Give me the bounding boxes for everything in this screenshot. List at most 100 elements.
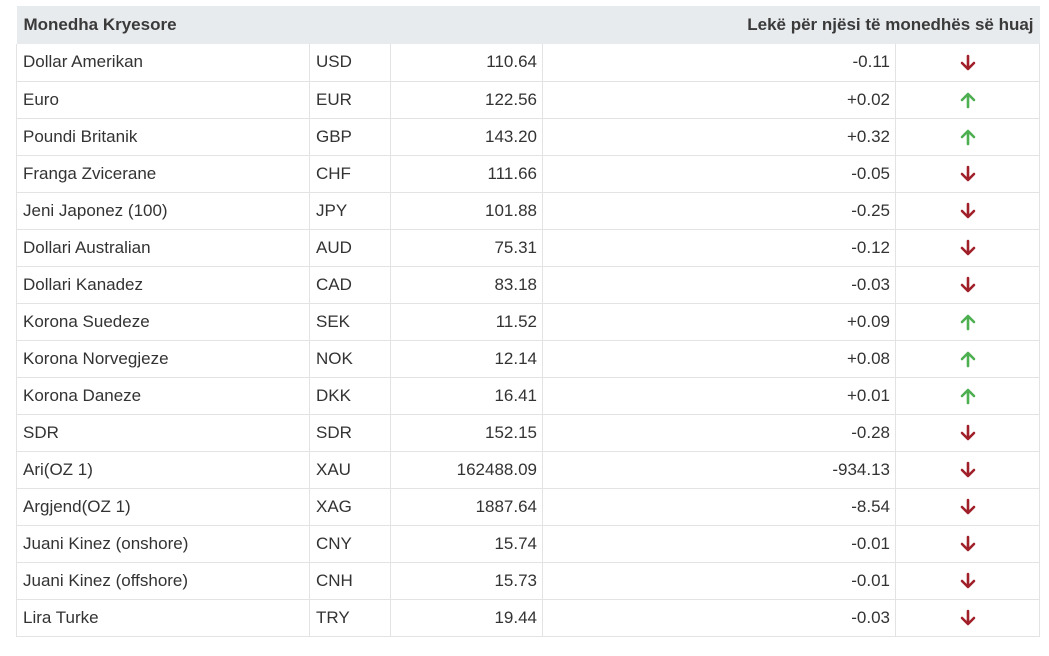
exchange-rate: 1887.64 bbox=[390, 487, 544, 526]
trend-cell bbox=[895, 376, 1041, 415]
trend-cell bbox=[895, 524, 1041, 563]
table-row: Dollari Australian AUD 75.31 -0.12 bbox=[16, 228, 1041, 267]
table-row: Juani Kinez (onshore) CNY 15.74 -0.01 bbox=[16, 524, 1041, 563]
rate-change: +0.09 bbox=[542, 302, 897, 341]
currency-code: CHF bbox=[308, 154, 392, 193]
rate-change: -0.05 bbox=[542, 154, 897, 193]
rate-change: -0.03 bbox=[542, 265, 897, 304]
currency-name: Poundi Britanik bbox=[16, 117, 310, 156]
table-row: Korona Daneze DKK 16.41 +0.01 bbox=[16, 376, 1041, 415]
table-row: Jeni Japonez (100) JPY 101.88 -0.25 bbox=[16, 191, 1041, 230]
currency-code: DKK bbox=[308, 376, 392, 415]
exchange-rate: 143.20 bbox=[390, 117, 544, 156]
currency-code: XAG bbox=[308, 487, 392, 526]
currency-name: Korona Daneze bbox=[16, 376, 310, 415]
rate-change: -0.25 bbox=[542, 191, 897, 230]
rate-change: +0.02 bbox=[542, 80, 897, 119]
trend-cell bbox=[895, 154, 1041, 193]
table-row: Poundi Britanik GBP 143.20 +0.32 bbox=[16, 117, 1041, 156]
table-row: Korona Norvegjeze NOK 12.14 +0.08 bbox=[16, 339, 1041, 378]
arrow-down-icon bbox=[960, 424, 975, 441]
table-row: Franga Zvicerane CHF 111.66 -0.05 bbox=[16, 154, 1041, 193]
table-row: Korona Suedeze SEK 11.52 +0.09 bbox=[16, 302, 1041, 341]
arrow-down-icon bbox=[960, 498, 975, 515]
currency-name: Juani Kinez (offshore) bbox=[16, 561, 310, 600]
rate-change: +0.32 bbox=[542, 117, 897, 156]
arrow-down-icon bbox=[960, 535, 975, 552]
currency-name: Korona Suedeze bbox=[16, 302, 310, 341]
exchange-rate: 16.41 bbox=[390, 376, 544, 415]
arrow-down-icon bbox=[960, 572, 975, 589]
rate-change: -0.12 bbox=[542, 228, 897, 267]
table-row: Dollari Kanadez CAD 83.18 -0.03 bbox=[16, 265, 1041, 304]
exchange-rate: 15.74 bbox=[390, 524, 544, 563]
exchange-rate: 15.73 bbox=[390, 561, 544, 600]
trend-cell bbox=[895, 450, 1041, 489]
currency-name: Lira Turke bbox=[16, 598, 310, 637]
exchange-rates-panel: Monedha Kryesore Lekë për njësi të moned… bbox=[16, 6, 1041, 637]
exchange-rate: 19.44 bbox=[390, 598, 544, 637]
currency-code: SEK bbox=[308, 302, 392, 341]
currency-name: SDR bbox=[16, 413, 310, 452]
exchange-rate: 162488.09 bbox=[390, 450, 544, 489]
arrow-down-icon bbox=[960, 165, 975, 182]
rate-change: -8.54 bbox=[542, 487, 897, 526]
trend-cell bbox=[895, 598, 1041, 637]
currency-code: USD bbox=[308, 44, 392, 82]
trend-cell bbox=[895, 302, 1041, 341]
currency-name: Franga Zvicerane bbox=[16, 154, 310, 193]
currency-name: Dollari Kanadez bbox=[16, 265, 310, 304]
currency-code: TRY bbox=[308, 598, 392, 637]
table-body: Dollar Amerikan USD 110.64 -0.11 Euro EUR 122.… bbox=[16, 44, 1041, 637]
table-header-row: Monedha Kryesore Lekë për njësi të moned… bbox=[16, 6, 1040, 44]
rate-change: -0.11 bbox=[542, 44, 897, 82]
currency-code: JPY bbox=[308, 191, 392, 230]
exchange-rate: 75.31 bbox=[390, 228, 544, 267]
table-row: Dollar Amerikan USD 110.64 -0.11 bbox=[16, 44, 1041, 82]
trend-cell bbox=[895, 44, 1041, 82]
currency-code: CNH bbox=[308, 561, 392, 600]
exchange-rate: 152.15 bbox=[390, 413, 544, 452]
trend-cell bbox=[895, 265, 1041, 304]
currency-name: Korona Norvegjeze bbox=[16, 339, 310, 378]
table-row: Ari(OZ 1) XAU 162488.09 -934.13 bbox=[16, 450, 1041, 489]
rate-change: -0.01 bbox=[542, 524, 897, 563]
arrow-up-icon bbox=[960, 351, 975, 368]
rate-change: -0.01 bbox=[542, 561, 897, 600]
trend-cell bbox=[895, 339, 1041, 378]
trend-cell bbox=[895, 191, 1041, 230]
table-subtitle: Lekë për njësi të monedhës së huaj bbox=[390, 6, 1040, 44]
exchange-rate: 122.56 bbox=[390, 80, 544, 119]
rate-change: -0.03 bbox=[542, 598, 897, 637]
currency-name: Dollari Australian bbox=[16, 228, 310, 267]
trend-cell bbox=[895, 487, 1041, 526]
trend-cell bbox=[895, 117, 1041, 156]
arrow-up-icon bbox=[960, 129, 975, 146]
trend-cell bbox=[895, 413, 1041, 452]
exchange-rate: 101.88 bbox=[390, 191, 544, 230]
trend-cell bbox=[895, 80, 1041, 119]
currency-code: XAU bbox=[308, 450, 392, 489]
table-row: SDR SDR 152.15 -0.28 bbox=[16, 413, 1041, 452]
arrow-up-icon bbox=[960, 92, 975, 109]
arrow-down-icon bbox=[960, 609, 975, 626]
arrow-down-icon bbox=[960, 54, 975, 71]
exchange-rate: 12.14 bbox=[390, 339, 544, 378]
table-row: Juani Kinez (offshore) CNH 15.73 -0.01 bbox=[16, 561, 1041, 600]
currency-code: CAD bbox=[308, 265, 392, 304]
currency-name: Euro bbox=[16, 80, 310, 119]
arrow-down-icon bbox=[960, 461, 975, 478]
currency-code: AUD bbox=[308, 228, 392, 267]
currency-name: Dollar Amerikan bbox=[16, 44, 310, 82]
currency-name: Ari(OZ 1) bbox=[16, 450, 310, 489]
currency-code: NOK bbox=[308, 339, 392, 378]
exchange-rate: 83.18 bbox=[390, 265, 544, 304]
currency-name: Juani Kinez (onshore) bbox=[16, 524, 310, 563]
currency-code: SDR bbox=[308, 413, 392, 452]
currency-name: Argjend(OZ 1) bbox=[16, 487, 310, 526]
arrow-up-icon bbox=[960, 388, 975, 405]
rate-change: -934.13 bbox=[542, 450, 897, 489]
currency-code: EUR bbox=[308, 80, 392, 119]
arrow-down-icon bbox=[960, 276, 975, 293]
exchange-rate: 110.64 bbox=[390, 44, 544, 82]
